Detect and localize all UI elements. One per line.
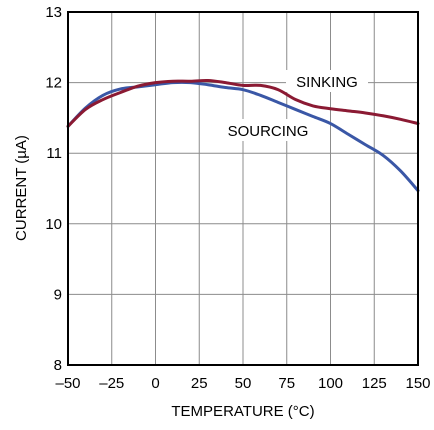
y-tick-label: 10 — [45, 216, 62, 233]
y-axis-title: CURRENT (µA) — [13, 135, 30, 241]
plot-frame — [67, 11, 419, 366]
sourcing-series-line — [66, 80, 420, 193]
sinking-series-line — [66, 78, 420, 128]
x-tick-label: –50 — [55, 375, 80, 392]
x-tick-label: –25 — [99, 375, 124, 392]
x-tick-label: 150 — [405, 375, 430, 392]
tick-labels: –50 –25 0 25 50 75 100 125 150 8 9 10 11 12 13 — [45, 4, 430, 392]
sourcing-label-background — [224, 119, 312, 141]
grid — [68, 12, 418, 365]
sinking-label-background — [286, 70, 368, 92]
y-tick-label: 11 — [46, 145, 62, 162]
y-tick-label: 9 — [54, 286, 62, 303]
x-tick-label: 0 — [151, 375, 159, 392]
sinking-series-label: SINKING — [296, 74, 358, 91]
series-layer — [66, 78, 420, 193]
sourcing-series-label: SOURCING — [228, 123, 309, 140]
y-tick-label: 12 — [45, 75, 62, 92]
x-tick-label: 50 — [235, 375, 252, 392]
x-tick-label: 75 — [278, 375, 295, 392]
y-tick-label: 13 — [45, 4, 62, 21]
x-axis-title: TEMPERATURE (°C) — [171, 403, 314, 420]
y-tick-label: 8 — [54, 357, 62, 374]
x-tick-label: 125 — [362, 375, 387, 392]
x-tick-label: 100 — [318, 375, 343, 392]
x-tick-label: 25 — [191, 375, 208, 392]
